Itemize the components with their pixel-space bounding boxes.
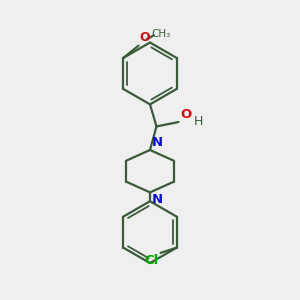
Text: H: H — [194, 115, 203, 128]
Text: O: O — [181, 108, 192, 121]
Text: N: N — [152, 193, 163, 206]
Text: O: O — [140, 31, 150, 44]
Text: N: N — [152, 136, 163, 149]
Text: CH₃: CH₃ — [152, 29, 171, 39]
Text: Cl: Cl — [144, 254, 158, 267]
